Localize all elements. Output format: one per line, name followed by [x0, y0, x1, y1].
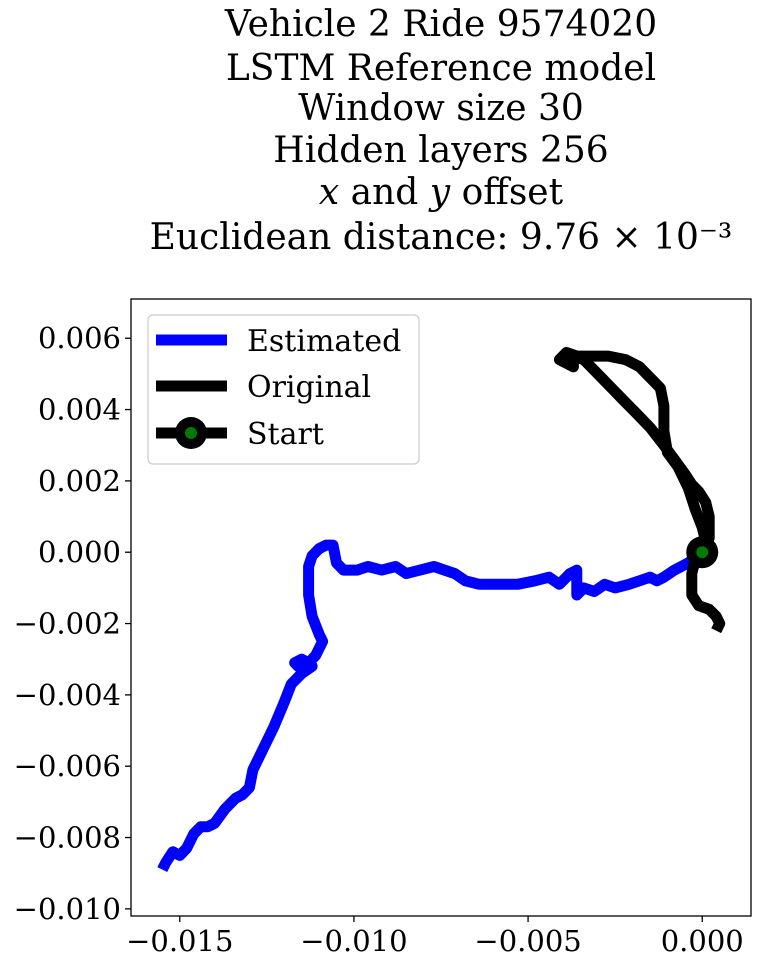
legend: Estimated Original Start: [147, 314, 420, 465]
legend-box: [147, 314, 420, 465]
y-axis: 0.006 0.004 0.002 0.000 −0.002 −0.004 −0.006 −0…: [14, 321, 131, 926]
title-line: Euclidean distance: 9.76 × 10⁻³: [150, 217, 733, 258]
plot-frame: [130, 298, 752, 917]
plot-area: [130, 298, 752, 917]
series-line-estimated: [157, 539, 706, 873]
chart-title: Vehicle 2 Ride 9574020 LSTM Reference mo…: [150, 4, 733, 258]
y-tick-label: 0.006: [38, 321, 121, 355]
x-tick-label: −0.015: [126, 924, 233, 958]
y-tick-label: 0.004: [38, 393, 121, 427]
title-line: Vehicle 2 Ride 9574020: [224, 4, 657, 45]
y-tick-label: −0.010: [14, 892, 121, 926]
x-tick-label: 0.000: [661, 924, 744, 958]
title-line: Window size 30: [298, 88, 584, 129]
y-tick-label: −0.006: [14, 749, 121, 783]
legend-label-original: Original: [247, 370, 371, 405]
legend-label-start: Start: [247, 417, 324, 452]
title-line: Hidden layers 256: [273, 130, 608, 171]
title-line: LSTM Reference model: [226, 48, 656, 89]
y-tick-label: 0.002: [38, 464, 121, 498]
x-tick-label: −0.010: [300, 924, 407, 958]
y-tick-label: −0.008: [14, 821, 121, 855]
x-axis: −0.015 −0.010 −0.005 0.000: [126, 916, 744, 958]
start-marker-face: [696, 546, 709, 559]
marker-layer: [686, 536, 719, 569]
y-tick-label: 0.000: [38, 535, 121, 569]
y-tick-label: −0.002: [14, 607, 121, 641]
x-tick-label: −0.005: [474, 924, 581, 958]
title-line: 𝑥 and 𝑦 offset: [319, 172, 564, 213]
legend-label-estimated: Estimated: [247, 324, 401, 359]
legend-start-marker-face: [185, 427, 197, 439]
y-tick-label: −0.004: [14, 678, 121, 712]
